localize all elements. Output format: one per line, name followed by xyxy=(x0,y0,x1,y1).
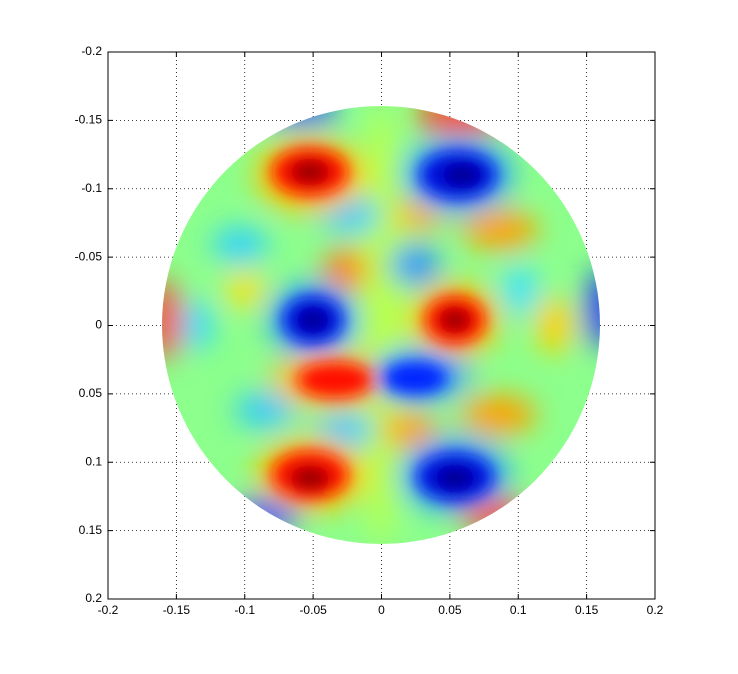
y-tick-label: 0.15 xyxy=(79,523,103,537)
y-tick-label: -0.2 xyxy=(81,44,102,58)
x-tick-label: -0.2 xyxy=(98,603,119,617)
field xyxy=(162,106,600,544)
x-tick-label: 0.15 xyxy=(575,603,599,617)
x-tick-label: -0.1 xyxy=(234,603,255,617)
x-tick-label: 0 xyxy=(378,603,385,617)
x-tick-label: -0.05 xyxy=(299,603,327,617)
y-tick-label: 0 xyxy=(95,318,102,332)
y-tick-label: 0.2 xyxy=(85,591,102,605)
x-tick-label: 0.2 xyxy=(647,603,664,617)
x-tick-label: 0.1 xyxy=(510,603,527,617)
x-tick-label: -0.15 xyxy=(163,603,191,617)
y-tick-label: -0.05 xyxy=(75,249,103,263)
y-tick-label: -0.1 xyxy=(81,181,102,195)
y-tick-label: 0.1 xyxy=(85,454,102,468)
y-tick-label: -0.15 xyxy=(75,113,103,127)
x-tick-label: 0.05 xyxy=(438,603,462,617)
y-tick-label: 0.05 xyxy=(79,386,103,400)
